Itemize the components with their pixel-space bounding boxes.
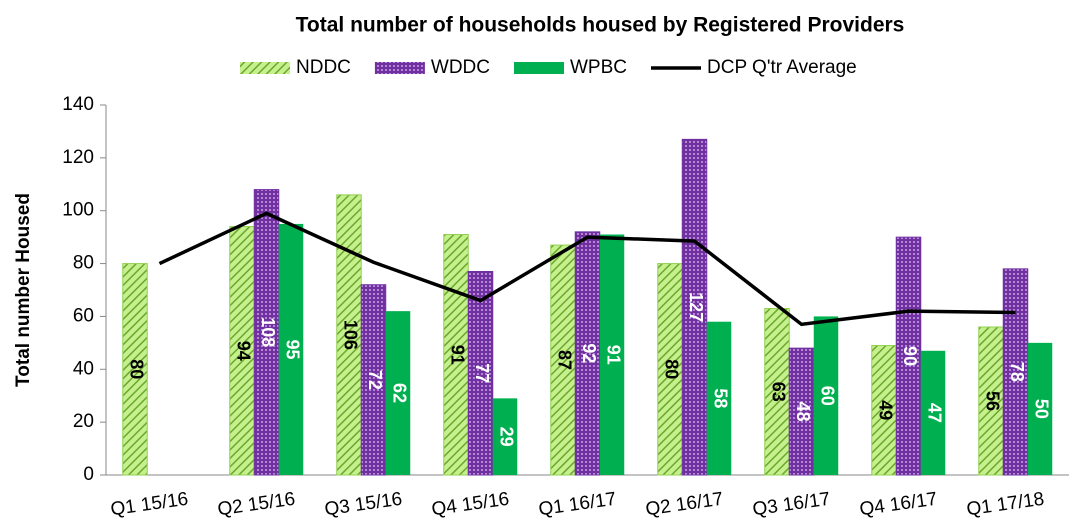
bar (574, 231, 601, 476)
legend-swatch (240, 62, 290, 74)
data-label: 95 (282, 339, 302, 359)
bar (278, 223, 304, 475)
bar (253, 189, 280, 476)
bar (1027, 342, 1053, 475)
data-label: 80 (126, 359, 146, 379)
data-label: 90 (900, 346, 920, 366)
bar (229, 226, 255, 476)
bar (978, 326, 1004, 476)
bar (599, 234, 625, 475)
bar (122, 263, 148, 476)
bar (764, 308, 790, 476)
x-tick-label: Q2 16/17 (644, 489, 724, 521)
legend-swatch (514, 62, 564, 74)
x-tick-label: Q1 16/17 (537, 489, 617, 521)
data-label: 91 (447, 345, 467, 365)
legend-label: WDDC (431, 57, 490, 78)
bar (871, 345, 897, 476)
data-label: 49 (875, 400, 895, 420)
bar (706, 321, 732, 475)
data-label: 108 (258, 317, 278, 347)
x-tick-label: Q2 15/16 (216, 489, 296, 521)
data-label: 106 (340, 320, 360, 350)
x-tick-label: Q4 15/16 (430, 489, 510, 521)
data-label: 78 (1007, 362, 1027, 382)
data-label: 63 (768, 382, 788, 402)
y-tick-label: 120 (62, 147, 94, 168)
data-label: 50 (1031, 399, 1051, 419)
x-tick-label: Q1 17/18 (965, 489, 1045, 521)
data-label: 87 (554, 350, 574, 370)
bar (360, 284, 387, 476)
data-label: 48 (793, 402, 813, 422)
y-tick-label: 0 (83, 464, 94, 485)
chart-title: Total number of households housed by Reg… (296, 14, 905, 37)
data-label: 58 (710, 388, 730, 408)
data-label: 77 (472, 363, 492, 383)
data-label: 29 (496, 427, 516, 447)
data-label: 60 (817, 386, 837, 406)
bar (657, 263, 683, 476)
data-label: 92 (579, 343, 599, 363)
line (158, 211, 1016, 327)
bar (1002, 268, 1029, 476)
legend-label: DCP Q'tr Average (707, 57, 857, 78)
data-label: 94 (233, 341, 253, 361)
y-tick-label: 40 (73, 358, 94, 379)
data-label: 56 (982, 391, 1002, 411)
data-label: 91 (603, 345, 623, 365)
bar (681, 138, 708, 476)
data-label: 72 (365, 370, 385, 390)
bar (336, 194, 362, 476)
bar (443, 234, 469, 476)
data-label: 127 (686, 292, 706, 322)
legend-label: WPBC (570, 57, 627, 78)
data-label: 47 (924, 403, 944, 423)
data-label: 80 (661, 359, 681, 379)
y-tick-label: 100 (62, 200, 94, 221)
data-label: 62 (389, 383, 409, 403)
bar (550, 244, 576, 476)
x-tick-label: Q3 15/16 (323, 489, 403, 521)
x-tick-label: Q4 16/17 (858, 489, 938, 521)
bar (895, 236, 922, 476)
bar (788, 347, 815, 476)
x-tick-label: Q1 15/16 (109, 489, 189, 521)
y-tick-label: 60 (73, 305, 94, 326)
y-tick-label: 80 (73, 253, 94, 274)
y-axis-label: Total number Housed (13, 193, 34, 387)
y-tick-label: 140 (62, 94, 94, 115)
y-tick-label: 20 (73, 411, 94, 432)
bar (813, 316, 839, 475)
x-tick-label: Q3 16/17 (751, 489, 831, 521)
bar (385, 311, 411, 475)
bar (920, 350, 946, 475)
legend-swatch (374, 62, 425, 74)
bar (467, 271, 494, 476)
legend-label: NDDC (296, 57, 351, 78)
bar (492, 398, 518, 475)
